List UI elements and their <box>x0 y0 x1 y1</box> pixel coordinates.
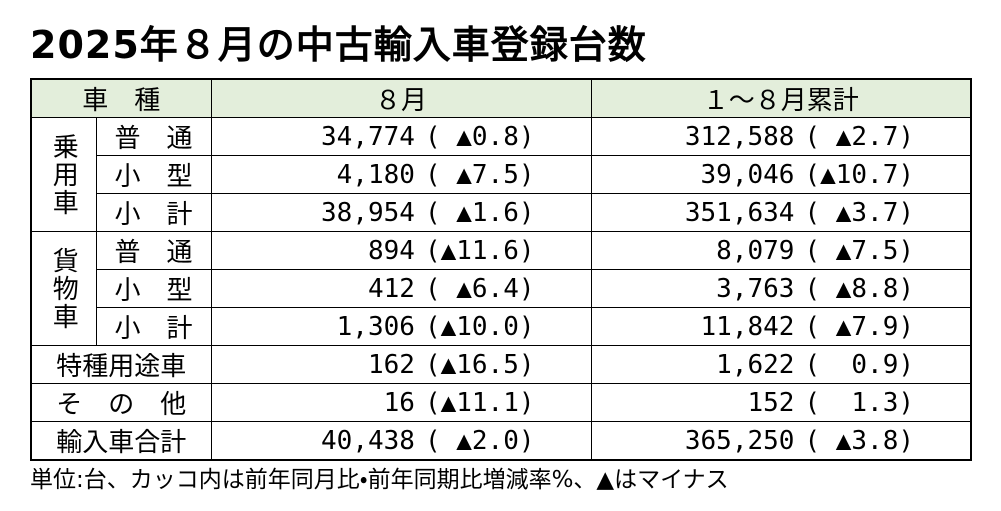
row-label: 普 通 <box>95 117 212 156</box>
count: 351,634 <box>684 197 795 228</box>
header-cell: ８月 <box>210 78 592 118</box>
row-label: 小 型 <box>95 155 212 194</box>
count: 34,774 <box>321 121 415 152</box>
change-rate: ( ▲2.7) <box>804 121 915 152</box>
header-row: 車 種 ８月 １～８月累計 <box>30 78 972 118</box>
row: 小 計 1,306 (▲10.0) 11,842 ( ▲7.9) <box>31 307 972 346</box>
count: 11,842 <box>700 311 795 342</box>
change-rate: ( 0.9) <box>804 349 915 380</box>
value-cell: 152 ( 1.3) <box>590 383 972 422</box>
count: 1,622 <box>716 349 795 380</box>
value-cell: 16 (▲11.1) <box>210 383 592 422</box>
change-rate: ( ▲3.7) <box>804 197 915 228</box>
count: 894 <box>367 235 415 266</box>
value-cell: 894 (▲11.6) <box>210 231 592 270</box>
value-cell: 38,954 ( ▲1.6) <box>210 193 592 232</box>
change-rate: (▲10.7) <box>804 159 915 190</box>
group-label: 乗用車 <box>30 117 97 232</box>
change-rate: ( ▲3.8) <box>804 425 915 456</box>
value-cell: 11,842 ( ▲7.9) <box>590 307 972 346</box>
row-label: 小 計 <box>95 307 212 346</box>
value-cell: 39,046 (▲10.7) <box>590 155 972 194</box>
value-cell: 351,634 ( ▲3.7) <box>590 193 972 232</box>
count: 152 <box>747 387 795 418</box>
row: 小 型 4,180 ( ▲7.5) 39,046 (▲10.7) <box>31 155 972 194</box>
row: そ の 他 16 (▲11.1) 152 ( 1.3) <box>30 383 972 422</box>
change-rate: ( ▲7.5) <box>424 159 535 190</box>
count: 40,438 <box>321 425 415 456</box>
change-rate: (▲16.5) <box>424 349 535 380</box>
count: 412 <box>367 273 415 304</box>
count: 38,954 <box>321 197 415 228</box>
row: 小 型 412 ( ▲6.4) 3,763 ( ▲8.8) <box>31 269 972 308</box>
change-rate: (▲11.6) <box>424 235 535 266</box>
row: 貨物車普 通 894 (▲11.6) 8,079 ( ▲7.5) <box>30 231 972 346</box>
value-cell: 34,774 ( ▲0.8) <box>210 117 592 156</box>
count: 1,306 <box>336 311 415 342</box>
change-rate: ( ▲6.4) <box>424 273 535 304</box>
count: 365,250 <box>684 425 795 456</box>
row-label: 特種用途車 <box>30 345 212 384</box>
data-table: 車 種 ８月 １～８月累計 乗用車普 通 34,774 ( ▲0.8) 312,588… <box>30 78 973 461</box>
header-cell: １～８月累計 <box>590 78 972 118</box>
count: 162 <box>367 349 415 380</box>
change-rate: ( ▲2.0) <box>424 425 535 456</box>
change-rate: ( ▲7.5) <box>804 235 915 266</box>
row-label: 小 計 <box>95 193 212 232</box>
value-cell: 162 (▲16.5) <box>210 345 592 384</box>
count: 4,180 <box>336 159 415 190</box>
value-cell: 412 ( ▲6.4) <box>210 269 592 308</box>
group-label: 貨物車 <box>30 231 97 346</box>
value-cell: 312,588 ( ▲2.7) <box>590 117 972 156</box>
count: 39,046 <box>700 159 795 190</box>
change-rate: ( ▲7.9) <box>804 311 915 342</box>
change-rate: ( 1.3) <box>804 387 915 418</box>
value-cell: 365,250 ( ▲3.8) <box>590 421 972 461</box>
value-cell: 1,306 (▲10.0) <box>210 307 592 346</box>
footnote: 単位:台、カッコ内は前年同月比・前年同期比増減率%、▲はマイナス <box>30 467 729 493</box>
count: 312,588 <box>684 121 795 152</box>
change-rate: ( ▲0.8) <box>424 121 535 152</box>
row: 特種用途車 162 (▲16.5) 1,622 ( 0.9) <box>30 345 972 384</box>
title: 2025年８月の中古輸入車登録台数 <box>30 23 647 67</box>
change-rate: (▲10.0) <box>424 311 535 342</box>
count: 3,763 <box>716 273 795 304</box>
row: 小 計 38,954 ( ▲1.6) 351,634 ( ▲3.7) <box>31 193 972 232</box>
change-rate: (▲11.1) <box>424 387 535 418</box>
row-label: そ の 他 <box>30 383 212 422</box>
row: 輸入車合計 40,438 ( ▲2.0) 365,250 ( ▲3.8) <box>30 421 972 461</box>
change-rate: ( ▲1.6) <box>424 197 535 228</box>
row: 乗用車普 通 34,774 ( ▲0.8) 312,588 ( ▲2.7) <box>30 117 972 232</box>
row-label: 輸入車合計 <box>30 421 212 461</box>
count: 8,079 <box>716 235 795 266</box>
change-rate: ( ▲8.8) <box>804 273 915 304</box>
row-label: 普 通 <box>95 231 212 270</box>
value-cell: 40,438 ( ▲2.0) <box>210 421 592 461</box>
row-label: 小 型 <box>95 269 212 308</box>
header-cell: 車 種 <box>30 78 212 118</box>
count: 16 <box>383 387 415 418</box>
value-cell: 3,763 ( ▲8.8) <box>590 269 972 308</box>
value-cell: 4,180 ( ▲7.5) <box>210 155 592 194</box>
value-cell: 1,622 ( 0.9) <box>590 345 972 384</box>
value-cell: 8,079 ( ▲7.5) <box>590 231 972 270</box>
